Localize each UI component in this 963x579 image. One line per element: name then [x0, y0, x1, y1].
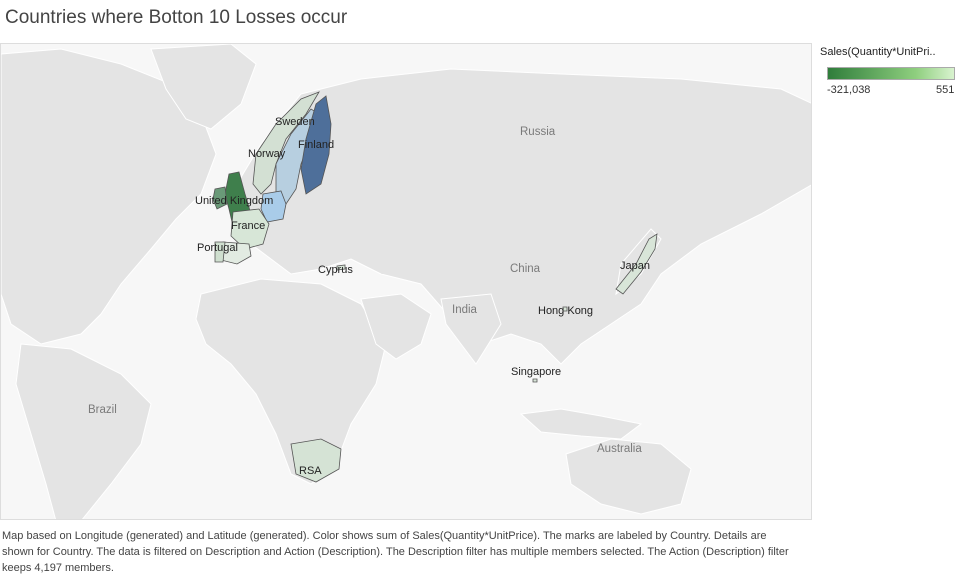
landmass-africa [195, 278, 387, 485]
label-india: India [452, 304, 478, 316]
world-map[interactable]: Russia China India Brazil Australia Swed… [0, 43, 812, 520]
label-france: France [231, 220, 265, 232]
country-norway[interactable] [252, 91, 320, 195]
country-layer [212, 91, 658, 483]
landmass-india [440, 293, 502, 365]
landmass-south-america [15, 343, 152, 519]
label-brazil: Brazil [88, 404, 117, 416]
country-portugal[interactable] [214, 241, 226, 263]
country-singapore[interactable] [532, 378, 538, 383]
country-ireland[interactable] [212, 186, 228, 210]
map-caption: Map based on Longitude (generated) and L… [2, 530, 789, 574]
label-australia: Australia [597, 443, 642, 455]
label-russia: Russia [520, 126, 556, 138]
label-singapore: Singapore [511, 366, 561, 378]
landmass-australia [565, 438, 692, 515]
label-sweden: Sweden [275, 116, 315, 128]
country-rsa[interactable] [290, 438, 342, 483]
label-china: China [510, 263, 541, 275]
legend-min-value: -321,038 [827, 84, 871, 96]
label-japan: Japan [620, 260, 650, 272]
label-united-kingdom: United Kingdom [195, 195, 273, 207]
country-finland[interactable] [300, 95, 332, 195]
landmass-north-america [1, 48, 217, 345]
country-hong-kong[interactable] [562, 306, 568, 312]
label-rsa: RSA [299, 465, 322, 477]
country-japan[interactable] [615, 233, 658, 295]
label-norway: Norway [248, 148, 286, 160]
landmass-indonesia [519, 408, 643, 440]
page-title: Countries where Botton 10 Losses occur [5, 7, 348, 28]
landmass-arabia [360, 293, 432, 360]
country-cyprus[interactable] [336, 264, 346, 271]
country-france[interactable] [230, 208, 270, 250]
label-portugal: Portugal [197, 242, 238, 254]
landmass-greenland [150, 44, 257, 130]
label-finland: Finland [298, 139, 334, 151]
legend-max-value: 551 [936, 84, 955, 96]
legend-title: Sales(Quantity*UnitPri.. [820, 46, 936, 58]
country-germany[interactable] [260, 190, 287, 223]
label-cyprus: Cyprus [318, 264, 353, 276]
color-legend[interactable]: Sales(Quantity*UnitPri.. -321,038 551 [820, 46, 963, 96]
landmass-eurasia [230, 68, 811, 365]
label-hong-kong: Hong Kong [538, 305, 593, 317]
legend-gradient-bar [827, 67, 955, 80]
land-layer [1, 44, 811, 519]
map-canvas: Russia China India Brazil Australia Swed… [1, 44, 811, 519]
